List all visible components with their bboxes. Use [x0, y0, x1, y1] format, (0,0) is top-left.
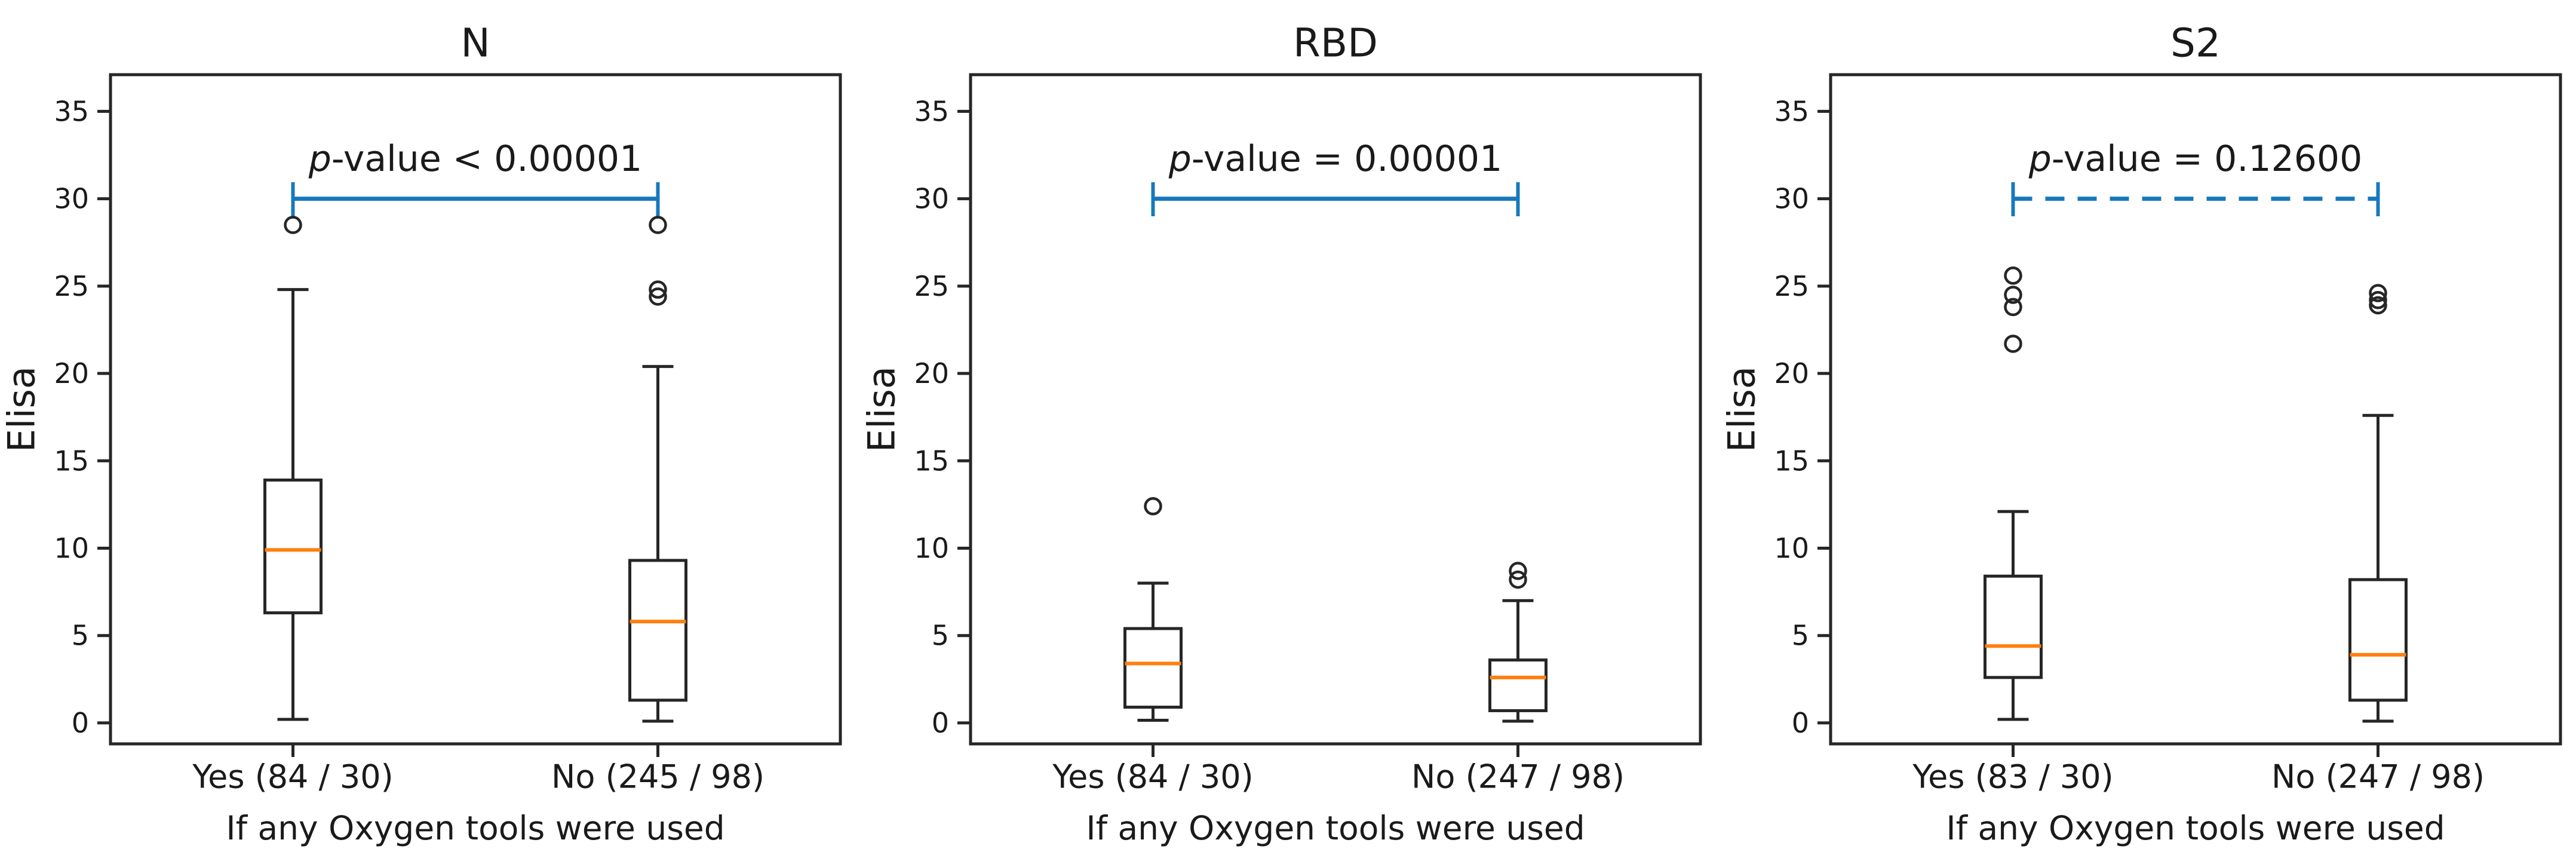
- outlier-point: [2004, 286, 2022, 304]
- y-tick-label: 5: [1792, 620, 1809, 652]
- p-value-annotation: p-value < 0.00001: [309, 138, 643, 180]
- outlier-point: [649, 280, 667, 299]
- p-value-text: -value = 0.00001: [1191, 138, 1503, 180]
- x-axis-label: If any Oxygen tools were used: [1946, 809, 2445, 847]
- y-tick-label: 0: [1792, 707, 1809, 739]
- outlier-point: [2369, 284, 2387, 302]
- y-tick-label: 30: [1774, 183, 1809, 215]
- outlier-point: [2369, 290, 2387, 309]
- y-tick-label: 30: [54, 183, 89, 215]
- outlier-point: [2004, 298, 2022, 317]
- y-axis-label: Elisa: [0, 366, 44, 452]
- p-value-text: -value = 0.12600: [2051, 138, 2363, 180]
- y-tick-label: 25: [1774, 270, 1809, 302]
- y-tick-label: 35: [1774, 95, 1809, 127]
- iqr-box: [628, 559, 687, 702]
- y-axis-label: Elisa: [859, 366, 904, 452]
- panel-title: RBD: [1293, 20, 1378, 66]
- axes-frame: [109, 73, 842, 746]
- y-tick-label: 20: [54, 357, 89, 390]
- y-tick-label: 5: [72, 620, 89, 652]
- iqr-box: [1488, 658, 1548, 712]
- outlier-point: [2004, 335, 2022, 353]
- y-tick-label: 0: [932, 707, 949, 739]
- axes-frame: [969, 73, 1702, 746]
- p-symbol: p: [2028, 138, 2052, 180]
- outlier-point: [284, 216, 302, 234]
- axes-frame: [1829, 73, 2562, 746]
- y-tick-label: 20: [1774, 357, 1809, 390]
- p-symbol: p: [308, 138, 331, 180]
- y-tick-label: 15: [54, 445, 89, 477]
- y-tick-label: 10: [914, 532, 949, 564]
- y-tick-label: 10: [54, 532, 89, 564]
- x-tick-label-no: No (247 / 98): [1411, 758, 1625, 796]
- y-tick-label: 5: [932, 620, 949, 652]
- y-axis-label: Elisa: [1720, 366, 1764, 452]
- outlier-point: [1509, 570, 1527, 589]
- outlier-point: [649, 287, 667, 306]
- outlier-point: [1144, 497, 1162, 516]
- p-value-annotation: p-value = 0.12600: [2029, 138, 2363, 180]
- outlier-point: [1509, 562, 1527, 580]
- x-tick-label-no: No (247 / 98): [2271, 758, 2485, 796]
- p-value-annotation: p-value = 0.00001: [1169, 138, 1503, 180]
- x-tick-label-no: No (245 / 98): [551, 758, 765, 796]
- outlier-point: [2004, 266, 2022, 285]
- outlier-point: [2369, 296, 2387, 315]
- y-tick-label: 0: [72, 707, 89, 739]
- x-tick-label-yes: Yes (83 / 30): [1912, 758, 2114, 796]
- y-tick-label: 15: [1774, 445, 1809, 477]
- x-axis-label: If any Oxygen tools were used: [226, 809, 725, 847]
- y-tick-label: 35: [54, 95, 89, 127]
- y-tick-label: 15: [914, 445, 949, 477]
- x-tick-label-yes: Yes (84 / 30): [1052, 758, 1254, 796]
- y-tick-label: 30: [914, 183, 949, 215]
- x-axis-label: If any Oxygen tools were used: [1086, 809, 1585, 847]
- iqr-box: [1984, 574, 2043, 679]
- y-tick-label: 35: [914, 95, 949, 127]
- outlier-point: [649, 216, 667, 234]
- iqr-box: [263, 478, 323, 615]
- y-tick-label: 10: [1774, 532, 1809, 564]
- y-tick-label: 25: [54, 270, 89, 302]
- panel-title: N: [460, 20, 490, 66]
- panel-title: S2: [2170, 20, 2221, 66]
- iqr-box: [2348, 578, 2408, 702]
- x-tick-label-yes: Yes (84 / 30): [192, 758, 394, 796]
- iqr-box: [1123, 627, 1183, 709]
- y-tick-label: 25: [914, 270, 949, 302]
- y-tick-label: 20: [914, 357, 949, 390]
- p-symbol: p: [1168, 138, 1192, 180]
- p-value-text: -value < 0.00001: [331, 138, 643, 180]
